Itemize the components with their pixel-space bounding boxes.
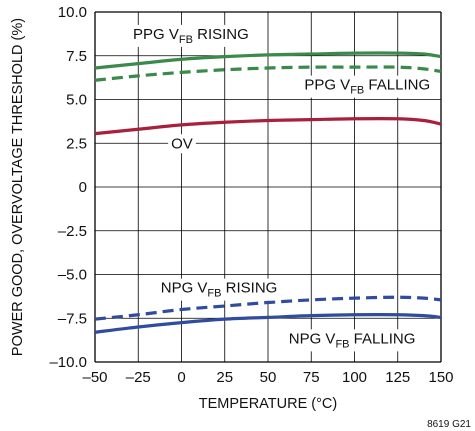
series-line-npg_rising: [94, 295, 442, 321]
x-axis-label: TEMPERATURE (°C): [199, 396, 337, 412]
annotation-rest: RISING: [221, 280, 277, 297]
annotation-background: [130, 24, 252, 47]
tick-labels: –50 –25 0 25 50 75 100 125 150 10.0 7.5 5.0 2.5 0 –2.5…: [49, 4, 453, 386]
series-line-npg_falling: [94, 313, 442, 334]
annotation-main: NPG V: [289, 330, 336, 347]
y-tick-label: –10.0: [49, 354, 87, 371]
y-tick-label: 7.5: [66, 48, 87, 65]
annotation-subscript: FB: [207, 288, 221, 300]
annotation-main: OV: [171, 135, 193, 152]
y-axis-label: POWER GOOD, OVERVOLTAGE THRESHOLD (%): [10, 18, 26, 356]
annotation-subscript: FB: [350, 85, 364, 97]
x-tick-label: 125: [385, 369, 410, 386]
x-tick-label: 50: [260, 369, 277, 386]
annotation-background: [285, 329, 419, 352]
x-tick-label: 25: [216, 369, 233, 386]
annotation-subscript: FB: [179, 34, 193, 46]
annotation-background: [301, 75, 434, 98]
x-tick-label: 75: [303, 369, 320, 386]
annotation-label: NPG VFB FALLING: [289, 330, 416, 350]
y-tick-label: –7.5: [58, 310, 87, 327]
annotation-label: OV: [171, 135, 193, 152]
annotation-main: PPG V: [133, 26, 179, 43]
x-tick-label: 0: [177, 369, 185, 386]
series-line-ov: [94, 116, 442, 136]
series-lines: [94, 51, 442, 334]
annotation-main: NPG V: [161, 280, 208, 297]
series-line-ppg_falling: [94, 65, 442, 82]
grid: [94, 11, 442, 363]
x-tick-label: 100: [342, 369, 367, 386]
y-tick-label: 5.0: [66, 92, 87, 109]
y-tick-label: –2.5: [58, 223, 87, 240]
x-tick-label: 150: [428, 369, 453, 386]
annotation-rest: FALLING: [364, 77, 430, 94]
y-tick-label: 0: [79, 179, 87, 196]
y-tick-label: 2.5: [66, 135, 87, 152]
y-tick-label: –5.0: [58, 267, 87, 284]
x-tick-label: –25: [126, 369, 151, 386]
figure-code: 8619 G21: [427, 419, 471, 430]
annotation-subscript: FB: [335, 338, 349, 350]
annotation-ov: OV: [168, 134, 196, 154]
annotation-ppg_rising: PPG VFB RISING: [130, 24, 252, 47]
annotation-npg_rising: NPG VFB RISING: [157, 278, 281, 301]
annotation-label: NPG VFB RISING: [161, 280, 278, 300]
annotation-ppg_falling: PPG VFB FALLING: [301, 75, 434, 98]
annotation-main: PPG V: [304, 77, 350, 94]
annotation-npg_falling: NPG VFB FALLING: [285, 329, 419, 352]
x-tick-label: –50: [82, 369, 107, 386]
annotation-rest: FALLING: [350, 330, 416, 347]
annotation-rest: RISING: [193, 26, 249, 43]
y-tick-label: 10.0: [58, 4, 87, 21]
annotation-background: [157, 278, 281, 301]
annotation-label: PPG VFB RISING: [133, 26, 249, 46]
annotation-background: [168, 134, 196, 154]
series-line-ppg_rising: [94, 51, 442, 70]
annotation-label: PPG VFB FALLING: [304, 77, 430, 97]
